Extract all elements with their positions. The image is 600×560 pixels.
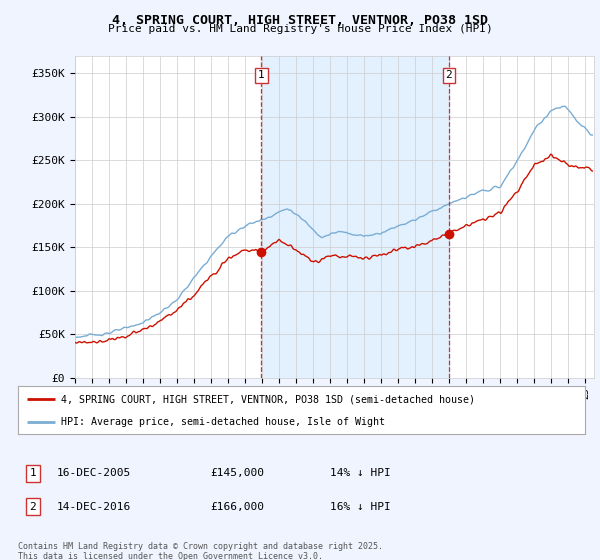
Bar xyxy=(262,56,449,378)
Text: HPI: Average price, semi-detached house, Isle of Wight: HPI: Average price, semi-detached house,… xyxy=(61,417,385,427)
Text: 2: 2 xyxy=(29,502,37,512)
Text: 1: 1 xyxy=(29,468,37,478)
Text: 4, SPRING COURT, HIGH STREET, VENTNOR, PO38 1SD: 4, SPRING COURT, HIGH STREET, VENTNOR, P… xyxy=(112,14,488,27)
Text: 16% ↓ HPI: 16% ↓ HPI xyxy=(330,502,391,512)
Text: 4, SPRING COURT, HIGH STREET, VENTNOR, PO38 1SD (semi-detached house): 4, SPRING COURT, HIGH STREET, VENTNOR, P… xyxy=(61,394,475,404)
Text: Price paid vs. HM Land Registry's House Price Index (HPI): Price paid vs. HM Land Registry's House … xyxy=(107,24,493,34)
Text: 14-DEC-2016: 14-DEC-2016 xyxy=(57,502,131,512)
Text: £166,000: £166,000 xyxy=(210,502,264,512)
Text: 14% ↓ HPI: 14% ↓ HPI xyxy=(330,468,391,478)
Text: 1: 1 xyxy=(258,71,265,81)
Text: £145,000: £145,000 xyxy=(210,468,264,478)
Text: 16-DEC-2005: 16-DEC-2005 xyxy=(57,468,131,478)
Text: 2: 2 xyxy=(445,71,452,81)
Text: Contains HM Land Registry data © Crown copyright and database right 2025.
This d: Contains HM Land Registry data © Crown c… xyxy=(18,542,383,560)
